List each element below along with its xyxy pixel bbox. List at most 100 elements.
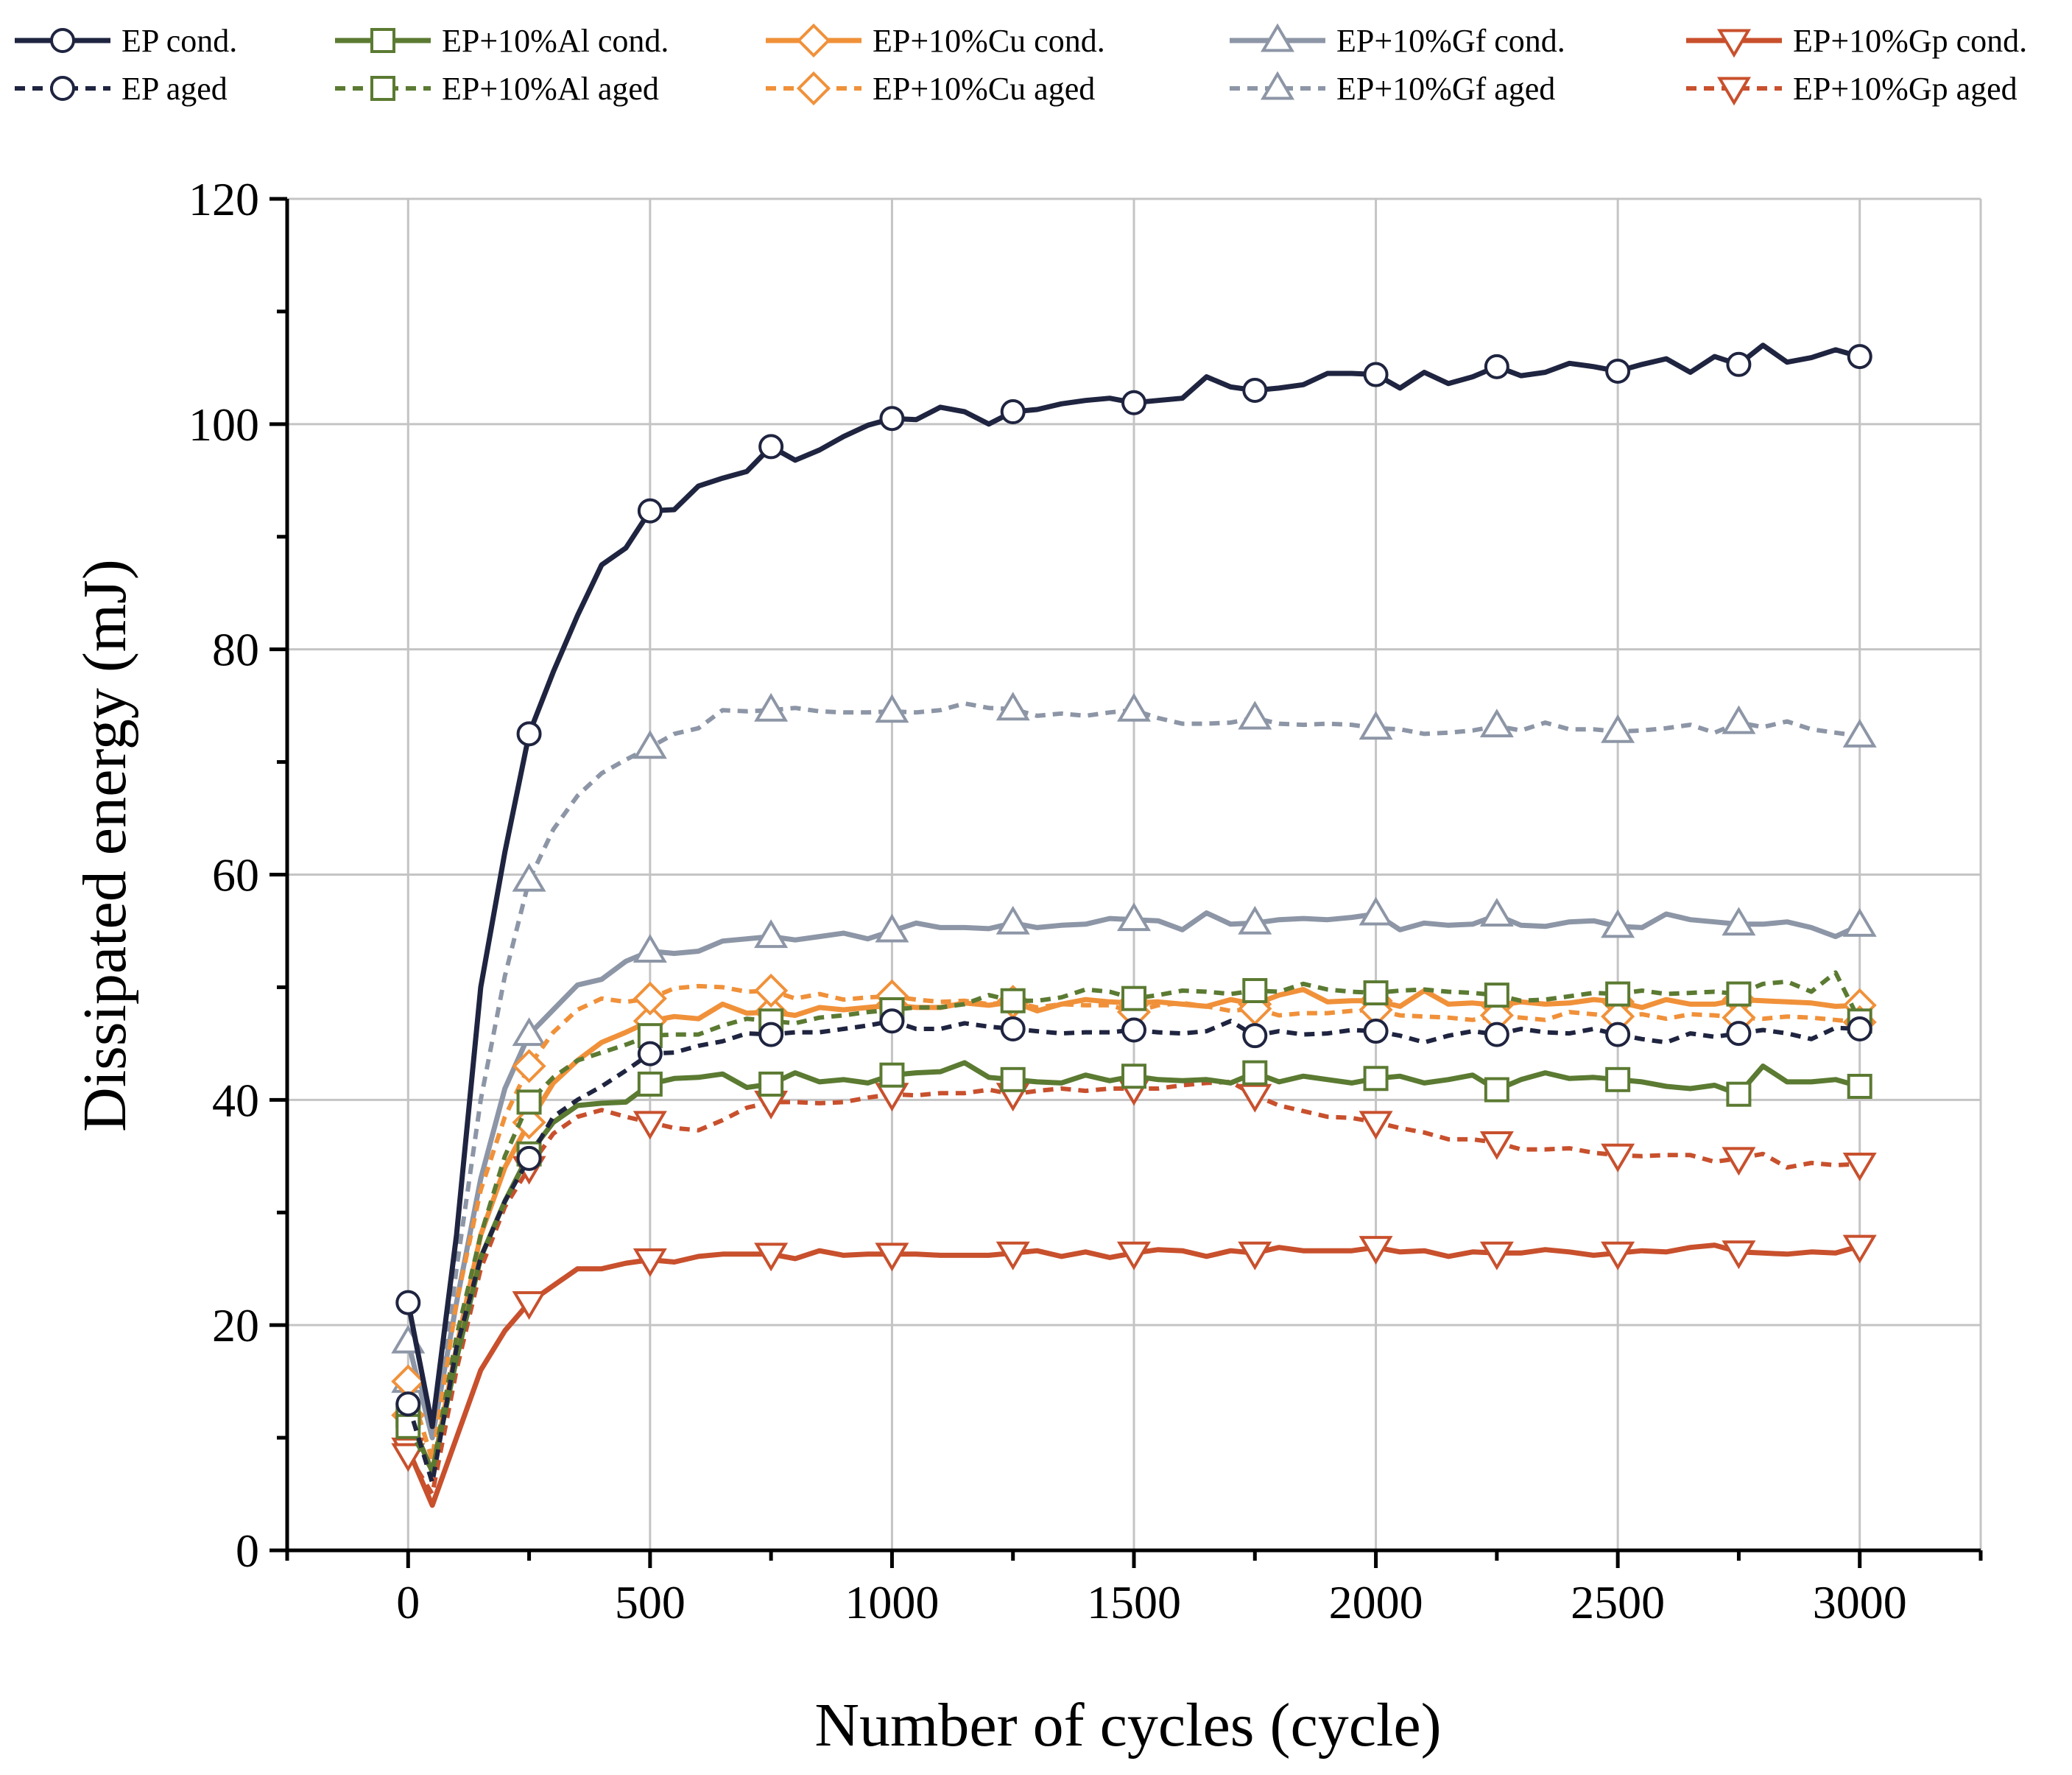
data-point <box>632 1111 667 1140</box>
data-point <box>1116 1241 1152 1270</box>
data-point <box>1847 1073 1872 1099</box>
data-point <box>632 934 667 963</box>
legend-label: EP+10%Gf aged <box>1336 71 1555 107</box>
legend-label: EP+10%Al aged <box>442 71 659 107</box>
data-point <box>1601 1143 1635 1173</box>
legend-swatch-marker <box>796 71 831 106</box>
series-ep-aged <box>395 1008 1872 1486</box>
data-point <box>1605 981 1631 1007</box>
data-point <box>1000 399 1026 425</box>
data-point <box>1121 985 1146 1011</box>
data-point <box>637 498 663 524</box>
data-point <box>754 919 789 949</box>
legend-item-ep-10-gf-aged: EP+10%Gf aged <box>1230 71 1555 107</box>
legend-swatch-marker <box>1716 77 1752 106</box>
data-point <box>879 406 905 432</box>
data-point <box>1479 898 1514 927</box>
data-point <box>1484 354 1509 379</box>
series-ep-10-gf-aged <box>391 692 1877 1463</box>
data-point <box>1484 1022 1509 1047</box>
series-ep-cond <box>395 342 1872 1430</box>
data-point <box>1363 1066 1389 1092</box>
data-point <box>1359 896 1393 926</box>
data-point <box>512 1291 546 1321</box>
data-point <box>1479 1241 1514 1270</box>
data-point <box>1479 709 1514 738</box>
data-point <box>516 1089 542 1115</box>
data-point <box>996 692 1030 721</box>
data-point <box>879 1008 905 1034</box>
data-point <box>512 862 546 892</box>
data-point <box>637 1071 663 1097</box>
legend-swatch-marker <box>796 23 831 58</box>
data-point <box>875 694 909 723</box>
data-point <box>1726 351 1752 377</box>
data-point <box>1121 1064 1146 1089</box>
data-point <box>1359 1111 1393 1140</box>
series-ep-10-gp-cond <box>391 1234 1877 1508</box>
legend-item-ep-aged: EP aged <box>15 71 228 107</box>
chart-series-layer <box>391 342 1877 1508</box>
data-point <box>758 1022 784 1047</box>
data-point <box>1363 980 1389 1006</box>
series-ep-10-gf-cond <box>391 896 1877 1441</box>
legend-item-ep-10-cu-cond: EP+10%Cu cond. <box>766 23 1105 59</box>
data-point <box>516 1145 542 1171</box>
data-point <box>875 913 909 943</box>
data-point <box>632 730 667 759</box>
legend-label: EP aged <box>121 71 228 107</box>
data-point <box>632 981 667 1016</box>
data-point <box>1601 714 1635 743</box>
data-point <box>1363 362 1389 387</box>
legend-item-ep-10-al-aged: EP+10%Al aged <box>335 71 659 107</box>
data-point <box>1484 1077 1509 1103</box>
data-point <box>1116 692 1152 722</box>
data-point <box>1842 1234 1877 1264</box>
data-point <box>754 973 789 1008</box>
data-point <box>1363 1019 1389 1044</box>
data-point <box>1242 377 1268 403</box>
x-tick-label: 500 <box>615 1576 686 1628</box>
data-point <box>875 1242 909 1272</box>
x-axis-title: Number of cycles (cycle) <box>814 1691 1441 1760</box>
series-ep-10-al-aged <box>395 970 1872 1474</box>
x-tick-label: 2500 <box>1571 1576 1665 1628</box>
data-point <box>1242 1060 1268 1086</box>
data-point <box>1479 1131 1514 1160</box>
data-point <box>1238 1083 1272 1113</box>
data-point <box>1605 1066 1631 1092</box>
data-point <box>1242 1023 1268 1049</box>
y-tick-label: 40 <box>212 1074 259 1126</box>
data-point <box>1726 981 1752 1007</box>
data-point <box>1842 907 1877 937</box>
y-axis-title: Dissipated energy (mJ) <box>71 559 139 1132</box>
data-point <box>1121 390 1146 415</box>
data-point <box>1605 358 1631 384</box>
legend-label: EP+10%Cu cond. <box>873 23 1105 59</box>
data-point <box>1000 988 1026 1013</box>
y-tick-label: 60 <box>212 849 259 901</box>
data-point <box>1842 718 1877 748</box>
legend-item-ep-10-gp-aged: EP+10%Gp aged <box>1686 71 2018 107</box>
data-point <box>875 1083 909 1112</box>
data-point <box>1847 1016 1872 1041</box>
data-point <box>1359 1236 1393 1265</box>
data-point <box>754 1242 789 1272</box>
data-point <box>1722 907 1756 936</box>
x-tick-label: 1500 <box>1087 1576 1181 1628</box>
data-point <box>754 692 789 722</box>
legend-item-ep-10-al-cond: EP+10%Al cond. <box>335 23 669 59</box>
y-tick-label: 80 <box>212 624 259 676</box>
data-point <box>1601 909 1635 938</box>
data-point <box>512 1049 546 1083</box>
data-point <box>391 1443 426 1472</box>
data-point <box>1722 1240 1756 1270</box>
x-tick-label: 2000 <box>1329 1576 1423 1628</box>
data-point <box>1726 1021 1752 1047</box>
legend-swatch-marker <box>1260 71 1295 100</box>
legend-item-ep-cond: EP cond. <box>15 23 237 59</box>
legend-label: EP+10%Gp cond. <box>1793 23 2027 59</box>
legend-label: EP+10%Gp aged <box>1793 71 2018 107</box>
data-point <box>996 1241 1030 1270</box>
data-point <box>395 1391 421 1417</box>
